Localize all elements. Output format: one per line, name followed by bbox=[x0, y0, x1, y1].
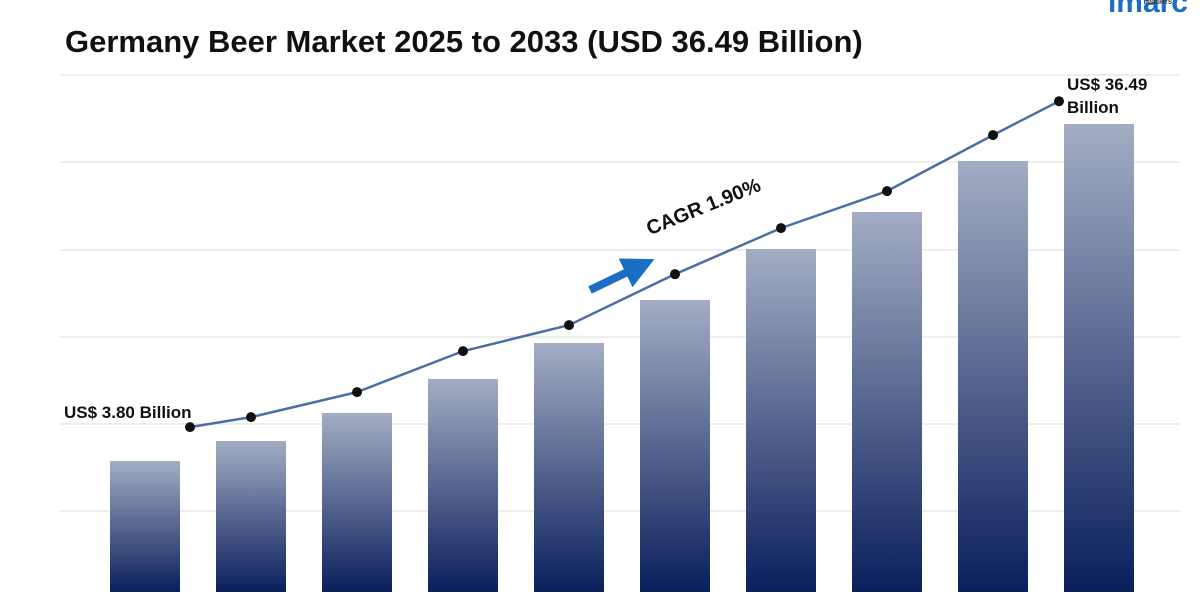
bar bbox=[640, 300, 710, 592]
line-point bbox=[458, 346, 468, 357]
logo: imarc bbox=[1107, 0, 1188, 19]
line-point bbox=[988, 130, 998, 141]
bar bbox=[746, 249, 816, 592]
line-point bbox=[352, 387, 362, 398]
line-point bbox=[564, 320, 574, 331]
line-point bbox=[185, 422, 195, 433]
value-label: US$ 36.49 Billion bbox=[1067, 75, 1148, 118]
line-point bbox=[670, 269, 680, 280]
chart-title: Germany Beer Market 2025 to 2033 (USD 36… bbox=[65, 24, 863, 59]
bar bbox=[322, 413, 392, 592]
line-point bbox=[246, 412, 256, 423]
value-label: US$ 3.80 Billion bbox=[64, 403, 192, 423]
bar bbox=[216, 441, 286, 592]
bar bbox=[852, 212, 922, 592]
line bbox=[189, 100, 1060, 429]
bar bbox=[1064, 124, 1134, 592]
bar bbox=[534, 343, 604, 592]
line-point bbox=[1054, 96, 1064, 107]
logo-tagline: INSIGHTS bbox=[1143, 0, 1172, 6]
line-point bbox=[776, 223, 786, 234]
bar bbox=[428, 379, 498, 592]
cagr-arrow bbox=[588, 258, 655, 294]
line-point bbox=[882, 186, 892, 197]
bar bbox=[110, 461, 180, 592]
bar bbox=[958, 161, 1028, 592]
